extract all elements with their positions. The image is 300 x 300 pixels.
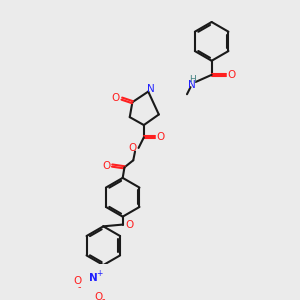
Text: N: N xyxy=(188,80,196,90)
Text: O: O xyxy=(103,160,111,171)
Text: O: O xyxy=(94,292,102,300)
Text: N: N xyxy=(89,273,98,283)
Text: -: - xyxy=(78,282,81,292)
Text: +: + xyxy=(97,269,103,278)
Text: N: N xyxy=(147,84,155,94)
Text: O: O xyxy=(227,70,235,80)
Text: O: O xyxy=(112,93,120,103)
Text: H: H xyxy=(189,75,196,84)
Text: O: O xyxy=(74,276,82,286)
Text: -: - xyxy=(102,294,105,300)
Text: O: O xyxy=(128,143,136,153)
Text: O: O xyxy=(156,132,165,142)
Text: O: O xyxy=(126,220,134,230)
